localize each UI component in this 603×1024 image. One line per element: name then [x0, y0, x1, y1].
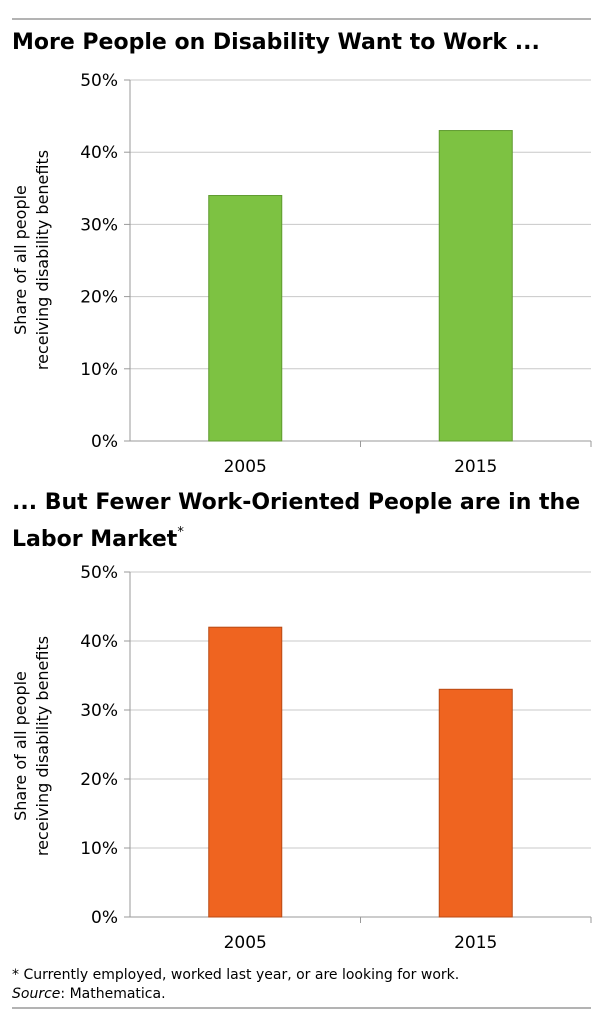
source-note: Source: Mathematica.: [12, 985, 592, 1004]
x-tick-label: 2015: [454, 933, 497, 953]
y-axis-label-line: receiving disability benefits: [33, 636, 52, 856]
notes: * Currently employed, worked last year, …: [12, 966, 592, 1004]
y-tick-label: 50%: [80, 563, 118, 583]
chart-2: 0% 10% 20% 30% 40% 50% 2005 2015 Share of all pe…: [11, 563, 592, 953]
y-tick-label: 40%: [80, 632, 118, 652]
y-tick-label: 10%: [80, 839, 118, 859]
footnote: * Currently employed, worked last year, …: [12, 967, 460, 983]
bottom-rule: [12, 1007, 591, 1009]
y-tick-label: 20%: [80, 770, 118, 790]
y-axis-label-line: receiving disability benefits: [33, 150, 52, 370]
bar-2005: [208, 626, 283, 918]
y-tick-label: 0%: [91, 432, 118, 452]
chart-2-title: ... But Fewer Work-Oriented People are i…: [12, 490, 581, 552]
x-tick-label: 2005: [224, 933, 267, 953]
x-tick-label: 2005: [224, 457, 267, 477]
y-tick-label: 30%: [80, 215, 118, 235]
chart-2-title-marker: *: [177, 525, 184, 540]
chart-1-title: More People on Disability Want to Work .…: [12, 30, 540, 55]
bar-2005: [208, 195, 283, 442]
y-tick-label: 40%: [80, 143, 118, 163]
y-axis-label-line: Share of all people: [11, 185, 30, 335]
y-tick-label: 10%: [80, 360, 118, 380]
bar-2015: [438, 130, 513, 442]
y-axis-label-line: Share of all people: [11, 671, 30, 821]
y-tick-label: 30%: [80, 701, 118, 721]
y-tick-label: 50%: [80, 71, 118, 91]
y-tick-label: 0%: [91, 908, 118, 928]
bar-2015: [438, 688, 513, 918]
chart-1: 0% 10% 20% 30% 40% 50% 2005 2015 Share of all pe…: [11, 71, 592, 477]
x-tick-label: 2015: [454, 457, 497, 477]
source-label: Source: [12, 986, 61, 1002]
y-tick-label: 20%: [80, 288, 118, 308]
top-rule: [12, 18, 591, 20]
source-text: : Mathematica.: [60, 986, 166, 1002]
